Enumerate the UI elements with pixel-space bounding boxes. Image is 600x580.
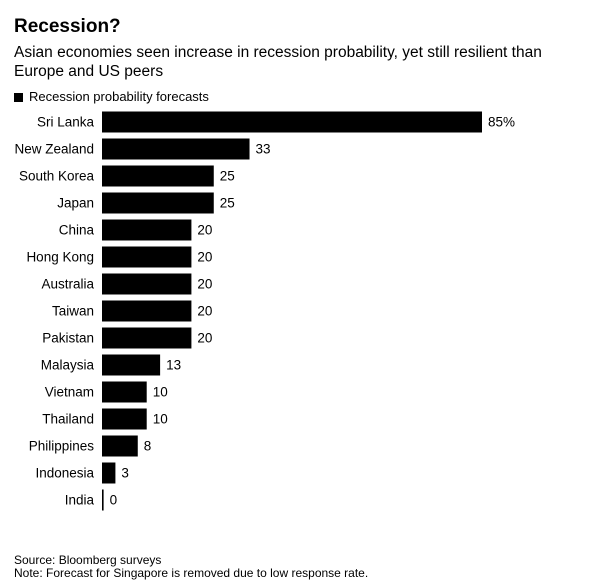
data-label: 8 (144, 439, 152, 454)
bar (102, 165, 214, 187)
category-label: Australia (41, 277, 94, 292)
bar (102, 489, 104, 511)
data-label: 25 (220, 196, 235, 211)
data-label: 85% (488, 115, 515, 130)
category-label: Vietnam (45, 385, 94, 400)
category-label: Pakistan (42, 331, 94, 346)
bar-chart: Sri Lanka 85% New Zealand 33 South Korea 25 Ja… (14, 111, 515, 511)
bar (102, 462, 116, 484)
bar (102, 354, 161, 376)
chart-subtitle: Asian economies seen increase in recessi… (14, 44, 542, 80)
data-label: 20 (197, 250, 212, 265)
category-label: New Zealand (14, 142, 94, 157)
chart-title: Recession? (14, 16, 121, 37)
source-note: Source: Bloomberg surveys (14, 553, 162, 567)
category-label: Japan (57, 196, 94, 211)
category-label: South Korea (19, 169, 95, 184)
chart-legend: Recession probability forecasts (14, 89, 209, 105)
data-label: 25 (220, 169, 235, 184)
category-label: Sri Lanka (37, 115, 95, 130)
bar (102, 192, 214, 214)
data-label: 0 (110, 493, 118, 508)
data-label: 10 (153, 412, 168, 427)
data-label: 33 (256, 142, 271, 157)
bar (102, 111, 482, 133)
legend-swatch (14, 92, 23, 102)
chart-footer: Source: Bloomberg surveys Note: Forecast… (14, 554, 368, 580)
category-label: Taiwan (52, 304, 94, 319)
category-label: India (65, 493, 95, 508)
bar (102, 327, 192, 349)
category-label: Hong Kong (26, 250, 94, 265)
bar (102, 381, 147, 403)
category-label: China (59, 223, 95, 238)
data-label: 10 (153, 385, 168, 400)
data-label: 13 (166, 358, 181, 373)
bar (102, 219, 192, 241)
data-label: 20 (197, 277, 212, 292)
legend-label: Recession probability forecasts (29, 89, 209, 104)
bar (102, 435, 138, 457)
data-label: 20 (197, 331, 212, 346)
category-label: Philippines (29, 439, 95, 454)
category-label: Indonesia (35, 466, 94, 481)
data-label: 20 (197, 223, 212, 238)
bar (102, 408, 147, 430)
category-label: Malaysia (41, 358, 95, 373)
bar (102, 138, 250, 160)
bar (102, 300, 192, 322)
footnote: Note: Forecast for Singapore is removed … (14, 566, 369, 580)
bar (102, 246, 192, 268)
data-label: 20 (197, 304, 212, 319)
bar (102, 273, 192, 295)
category-label: Thailand (42, 412, 94, 427)
data-label: 3 (121, 466, 129, 481)
